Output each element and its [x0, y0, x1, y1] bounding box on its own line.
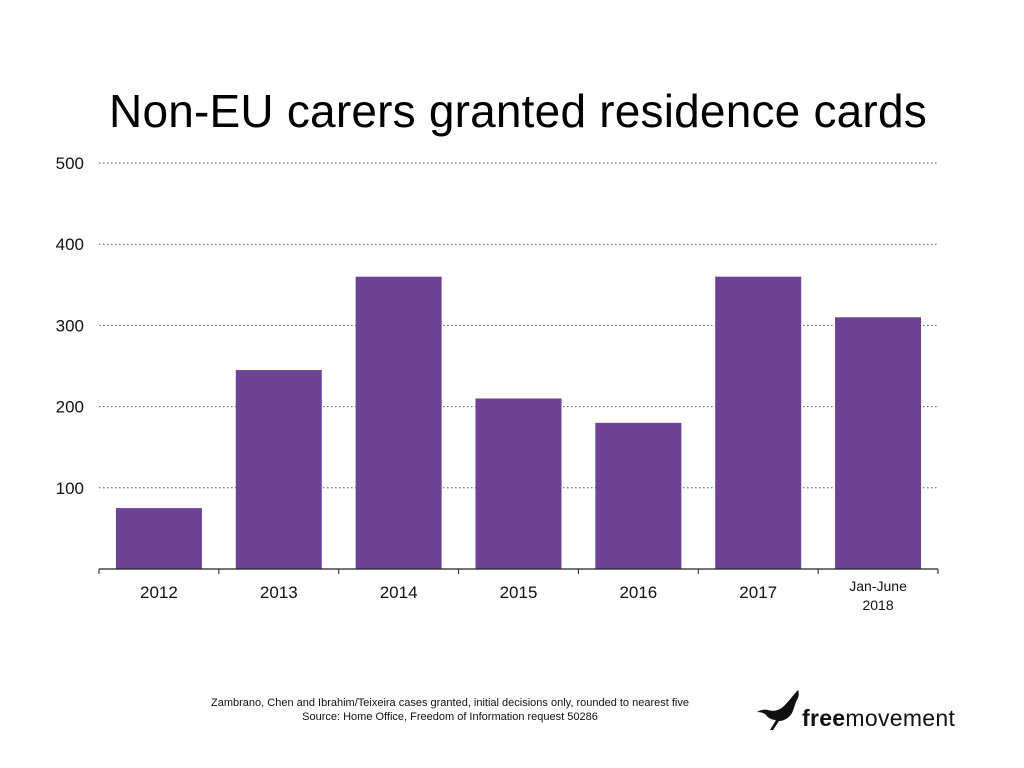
bar-6: [835, 317, 922, 569]
y-tick-label: 200: [56, 398, 84, 417]
footnote-line-1: Zambrano, Chen and Ibrahim/Teixeira case…: [211, 697, 689, 709]
chart-title: Non-EU carers granted residence cards: [109, 85, 927, 137]
x-axis-labels: 2012 2013 2014 2015 2016 2017 Jan-June 2018: [140, 578, 907, 613]
x-tick-label: 2016: [619, 583, 657, 602]
x-tick-label: 2014: [380, 583, 418, 602]
y-axis-ticks: 100 200 300 400 500: [56, 154, 84, 498]
bird-icon: [757, 690, 799, 730]
x-tick-label: 2018: [862, 597, 893, 613]
y-tick-label: 100: [56, 479, 84, 498]
logo-wordmark: freemovement: [802, 705, 955, 732]
footnote: Zambrano, Chen and Ibrahim/Teixeira case…: [150, 696, 750, 724]
y-tick-label: 300: [56, 316, 84, 335]
footnote-line-2: Source: Home Office, Freedom of Informat…: [302, 711, 598, 723]
y-tick-label: 400: [56, 235, 84, 254]
x-tick-label: 2012: [140, 583, 178, 602]
bar-chart: 100 200 300 400 500 2012 2013 2014 2015 2016 2017…: [56, 154, 939, 613]
logo-text-movement: movement: [845, 705, 956, 731]
x-tick-label: 2013: [260, 583, 298, 602]
y-tick-label: 500: [56, 154, 84, 173]
bar-3: [475, 398, 562, 569]
x-axis: [98, 568, 939, 574]
x-tick-label: 2017: [739, 583, 777, 602]
bar-1: [235, 370, 322, 569]
bar-0: [115, 508, 202, 569]
bar-4: [595, 422, 682, 569]
bar-2: [355, 276, 442, 569]
x-tick-label: Jan-June: [849, 578, 907, 594]
bar-5: [715, 276, 802, 569]
x-tick-label: 2015: [500, 583, 538, 602]
logo-text-free: free: [802, 705, 846, 731]
freemovement-logo: freemovement: [754, 688, 984, 734]
bars: [115, 276, 922, 569]
